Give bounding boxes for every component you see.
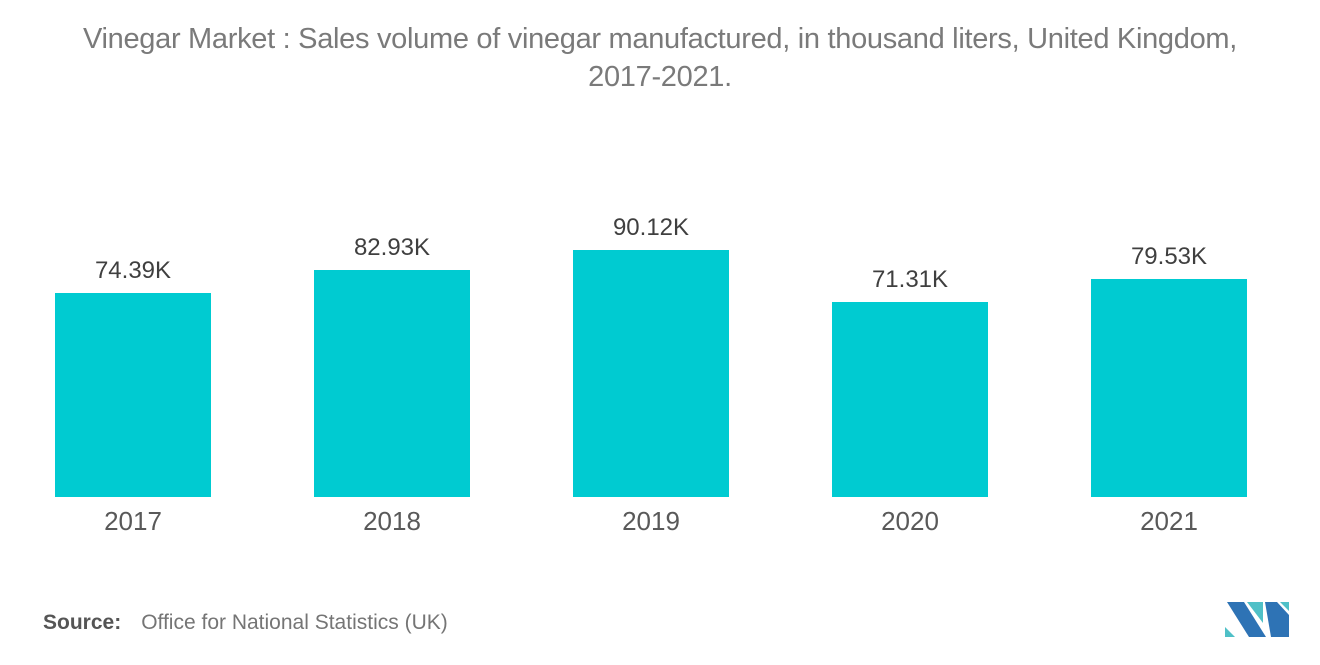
chart-title-line2: 2017-2021. (588, 61, 732, 93)
logo-blue-shape (1227, 602, 1266, 637)
bar-column: 74.39K (55, 257, 211, 497)
bar-value-label: 74.39K (94, 257, 172, 284)
bar-column: 82.93K (314, 234, 470, 497)
source-label: Source: (43, 611, 122, 634)
bar[interactable] (1091, 279, 1247, 497)
mordor-intelligence-logo (1225, 602, 1289, 637)
bar-value-label: 71.31K (871, 266, 949, 293)
bar-chart: 74.39K 82.93K 90.12K 71.31K 79.53K (55, 214, 1247, 497)
bar[interactable] (573, 250, 729, 497)
logo-teal-shape (1280, 602, 1289, 611)
x-axis-label: 2019 (622, 506, 680, 536)
logo-blue-shape (1265, 602, 1289, 637)
bar-value-label: 82.93K (353, 234, 431, 261)
x-axis-label: 2021 (1140, 506, 1198, 536)
bar-column: 90.12K (573, 214, 729, 497)
bar[interactable] (55, 293, 211, 497)
source-row: Source: Office for National Statistics (U… (43, 611, 448, 635)
logo-teal-shape (1247, 602, 1263, 623)
chart-title: Vinegar Market : Sales volume of vinegar… (0, 20, 1320, 96)
bar-value-label: 79.53K (1130, 243, 1208, 270)
bar-value-label: 90.12K (612, 214, 690, 241)
bar-column: 71.31K (832, 266, 988, 497)
bar[interactable] (314, 270, 470, 497)
x-axis-label: 2020 (881, 506, 939, 536)
logo-teal-shape (1225, 627, 1235, 637)
x-axis-label: 2018 (363, 506, 421, 536)
x-axis: 2017 2018 2019 2020 2021 (55, 506, 1247, 537)
chart-title-line1: Vinegar Market : Sales volume of vinegar… (82, 23, 1238, 55)
source-text: Office for National Statistics (UK) (141, 611, 448, 634)
bar[interactable] (832, 302, 988, 497)
x-axis-label: 2017 (104, 506, 162, 536)
bar-column: 79.53K (1091, 243, 1247, 497)
